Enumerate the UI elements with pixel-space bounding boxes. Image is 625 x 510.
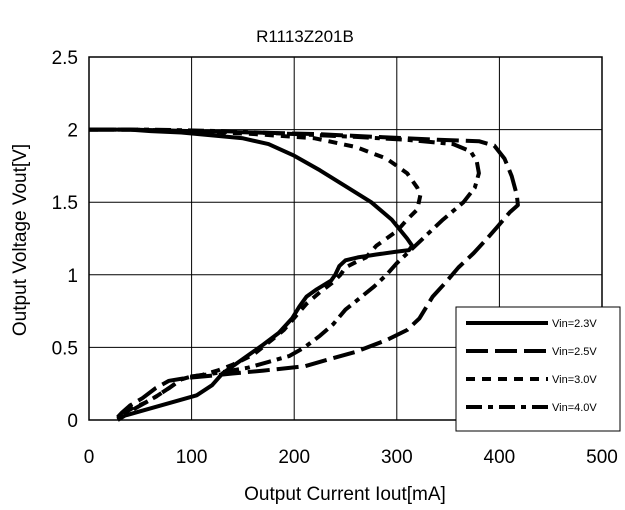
legend: Vin=2.3V Vin=2.5V Vin=3.0V Vin=4.0V	[455, 306, 621, 432]
legend-box	[455, 306, 621, 432]
y-tick-label: 0.5	[52, 338, 78, 359]
x-tick-label: 500	[586, 447, 618, 468]
y-tick-labels: 0 0.5 1 1.5 2 2.5	[52, 48, 78, 432]
y-tick-label: 2.5	[52, 48, 78, 69]
x-tick-label: 100	[176, 447, 208, 468]
y-axis-title: Output Voltage Vout[V]	[10, 144, 31, 336]
chart-title: R1113Z201B	[256, 27, 354, 46]
series-line-2	[89, 127, 520, 419]
y-tick-label: 1	[67, 266, 78, 287]
series-line-4	[89, 127, 481, 421]
y-tick-label: 0	[67, 411, 78, 432]
legend-label: Vin=2.3V	[552, 318, 597, 330]
legend-label: Vin=2.5V	[552, 346, 597, 358]
y-tick-label: 2	[67, 121, 78, 142]
x-tick-label: 300	[381, 447, 413, 468]
y-tick-label: 1.5	[52, 193, 78, 214]
grid-lines	[89, 57, 602, 420]
x-tick-label: 400	[484, 447, 516, 468]
legend-label: Vin=4.0V	[552, 402, 597, 414]
x-tick-labels: 0 100 200 300 400 500	[84, 447, 618, 468]
x-tick-label: 0	[84, 447, 95, 468]
series-layer	[89, 127, 520, 422]
legend-label: Vin=3.0V	[552, 374, 597, 386]
x-tick-label: 200	[278, 447, 310, 468]
plot-area-border	[88, 56, 603, 421]
x-axis-title: Output Current Iout[mA]	[244, 484, 446, 505]
